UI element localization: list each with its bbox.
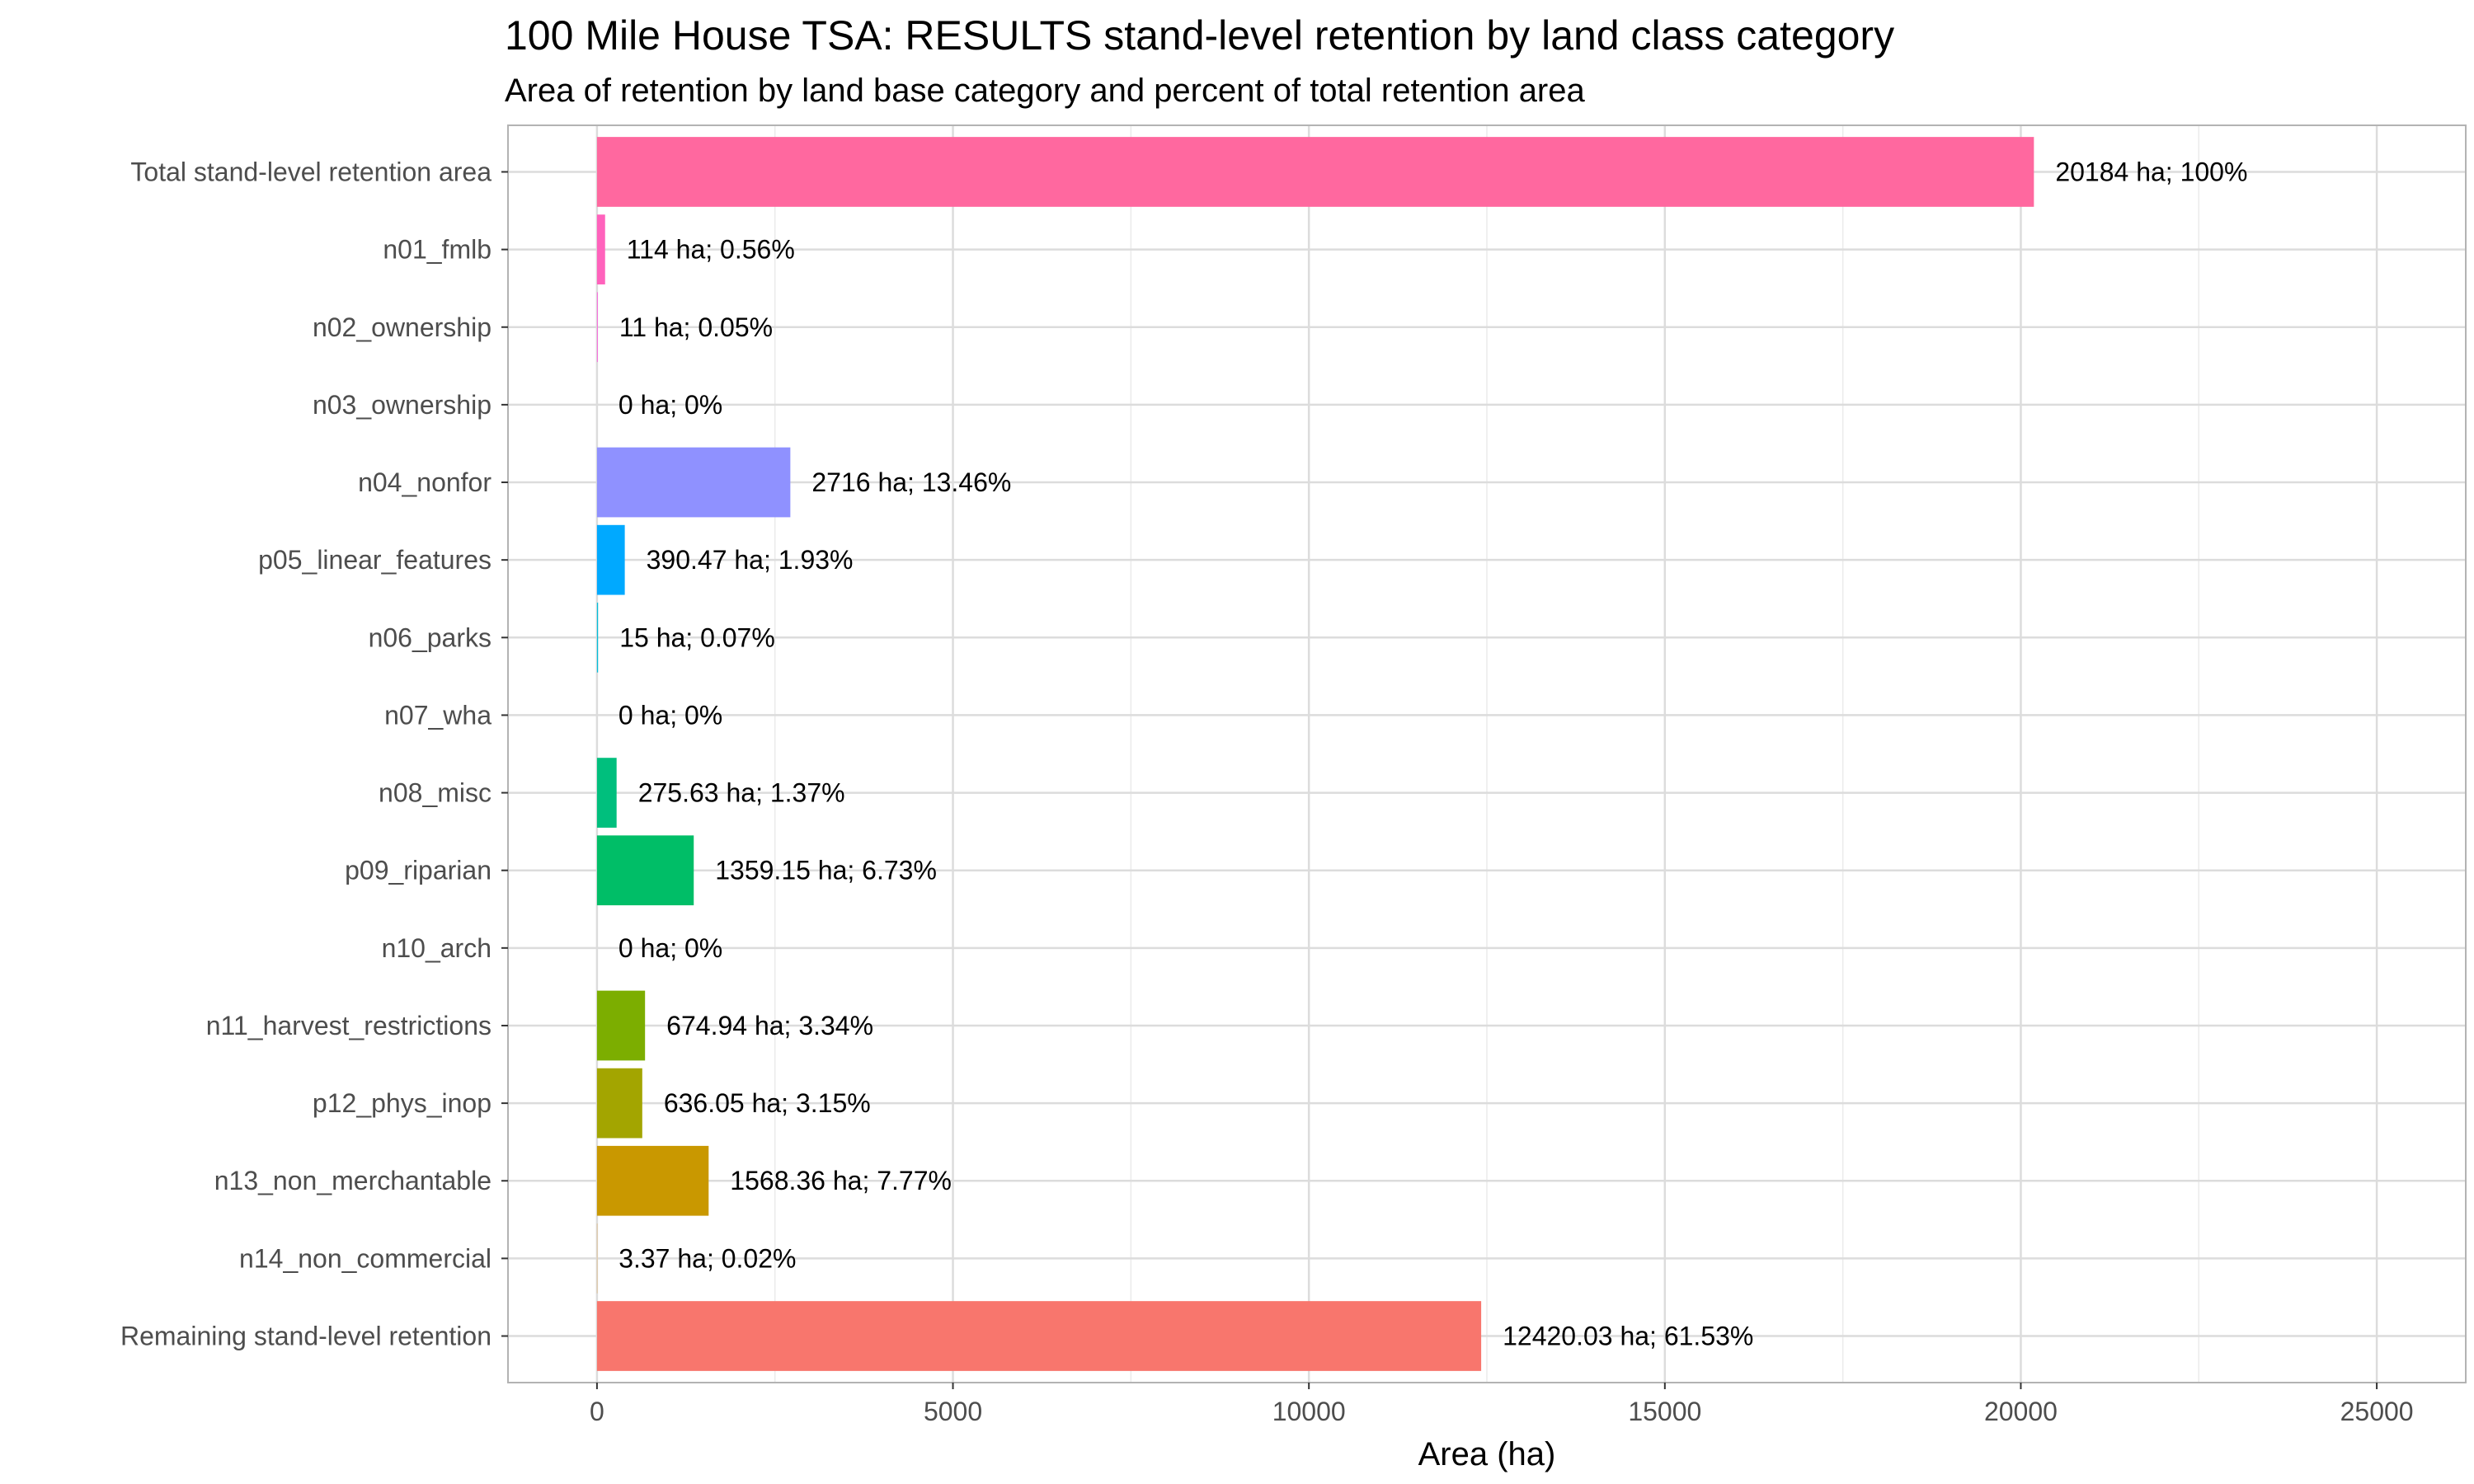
y-tick-label: p05_linear_features [258,545,492,575]
data-label: 390.47 ha; 1.93% [647,545,854,575]
x-tick-label: 5000 [924,1397,982,1426]
y-tick-label: p12_phys_inop [313,1088,492,1118]
bar [596,758,617,828]
y-tick-label: p09_riparian [345,856,492,885]
chart-title: 100 Mile House TSA: RESULTS stand-level … [505,12,1895,59]
data-label: 1568.36 ha; 7.77% [730,1166,952,1195]
x-tick-label: 10000 [1272,1397,1346,1426]
data-label: 2716 ha; 13.46% [811,467,1011,497]
y-tick-label: n01_fmlb [383,235,492,265]
panel-border [507,124,2467,1383]
x-tick-label: 25000 [2340,1397,2414,1426]
data-label: 3.37 ha; 0.02% [618,1243,796,1273]
y-tick-label: n04_nonfor [358,467,492,497]
y-tick-label: n02_ownership [313,312,492,342]
y-tick-label: n06_parks [369,622,492,652]
x-axis-title: Area (ha) [1418,1436,1556,1472]
bar [596,602,599,673]
bar [596,447,791,518]
data-label: 275.63 ha; 1.37% [638,778,845,808]
data-label: 12420.03 ha; 61.53% [1503,1322,1753,1351]
data-label: 674.94 ha; 3.34% [666,1011,873,1040]
data-label: 636.05 ha; 3.15% [664,1088,871,1118]
bar-layer [596,137,2034,1371]
data-label: 0 ha; 0% [618,700,722,730]
y-tick-label: Total stand-level retention area [130,157,492,186]
bar [596,835,694,906]
y-tick-label: n14_non_commercial [239,1243,492,1273]
data-label: 15 ha; 0.07% [619,622,775,652]
x-tick-label: 15000 [1628,1397,1701,1426]
bar [596,1301,1482,1371]
data-label: 1359.15 ha; 6.73% [715,856,937,885]
y-tick-label: n10_arch [382,933,492,963]
y-tick-label: Remaining stand-level retention [120,1322,492,1351]
x-tick-label: 20000 [1984,1397,2058,1426]
axis-layer: Total stand-level retention area n01_fmlb… [120,157,2414,1426]
bar [596,1145,709,1216]
data-label: 0 ha; 0% [618,933,722,963]
data-label: 114 ha; 0.56% [627,235,795,265]
y-tick-label: n08_misc [379,778,492,808]
bar [596,137,2034,207]
data-label: 0 ha; 0% [618,390,722,420]
bar [596,1068,642,1139]
y-tick-label: n07_wha [384,700,492,730]
bar [596,292,598,363]
y-tick-label: n13_non_merchantable [214,1166,492,1195]
y-tick-label: n11_harvest_restrictions [206,1011,492,1040]
bar [596,524,625,595]
chart-subtitle: Area of retention by land base category … [505,73,1585,109]
data-label: 20184 ha; 100% [2055,157,2247,186]
bar [596,990,646,1061]
data-label-layer: 20184 ha; 100% 114 ha; 0.56% 11 ha; 0.05% 0… [618,157,2248,1350]
y-tick-label: n03_ownership [313,390,492,420]
bar [596,214,605,284]
x-tick-label: 0 [590,1397,604,1426]
data-label: 11 ha; 0.05% [619,312,773,342]
